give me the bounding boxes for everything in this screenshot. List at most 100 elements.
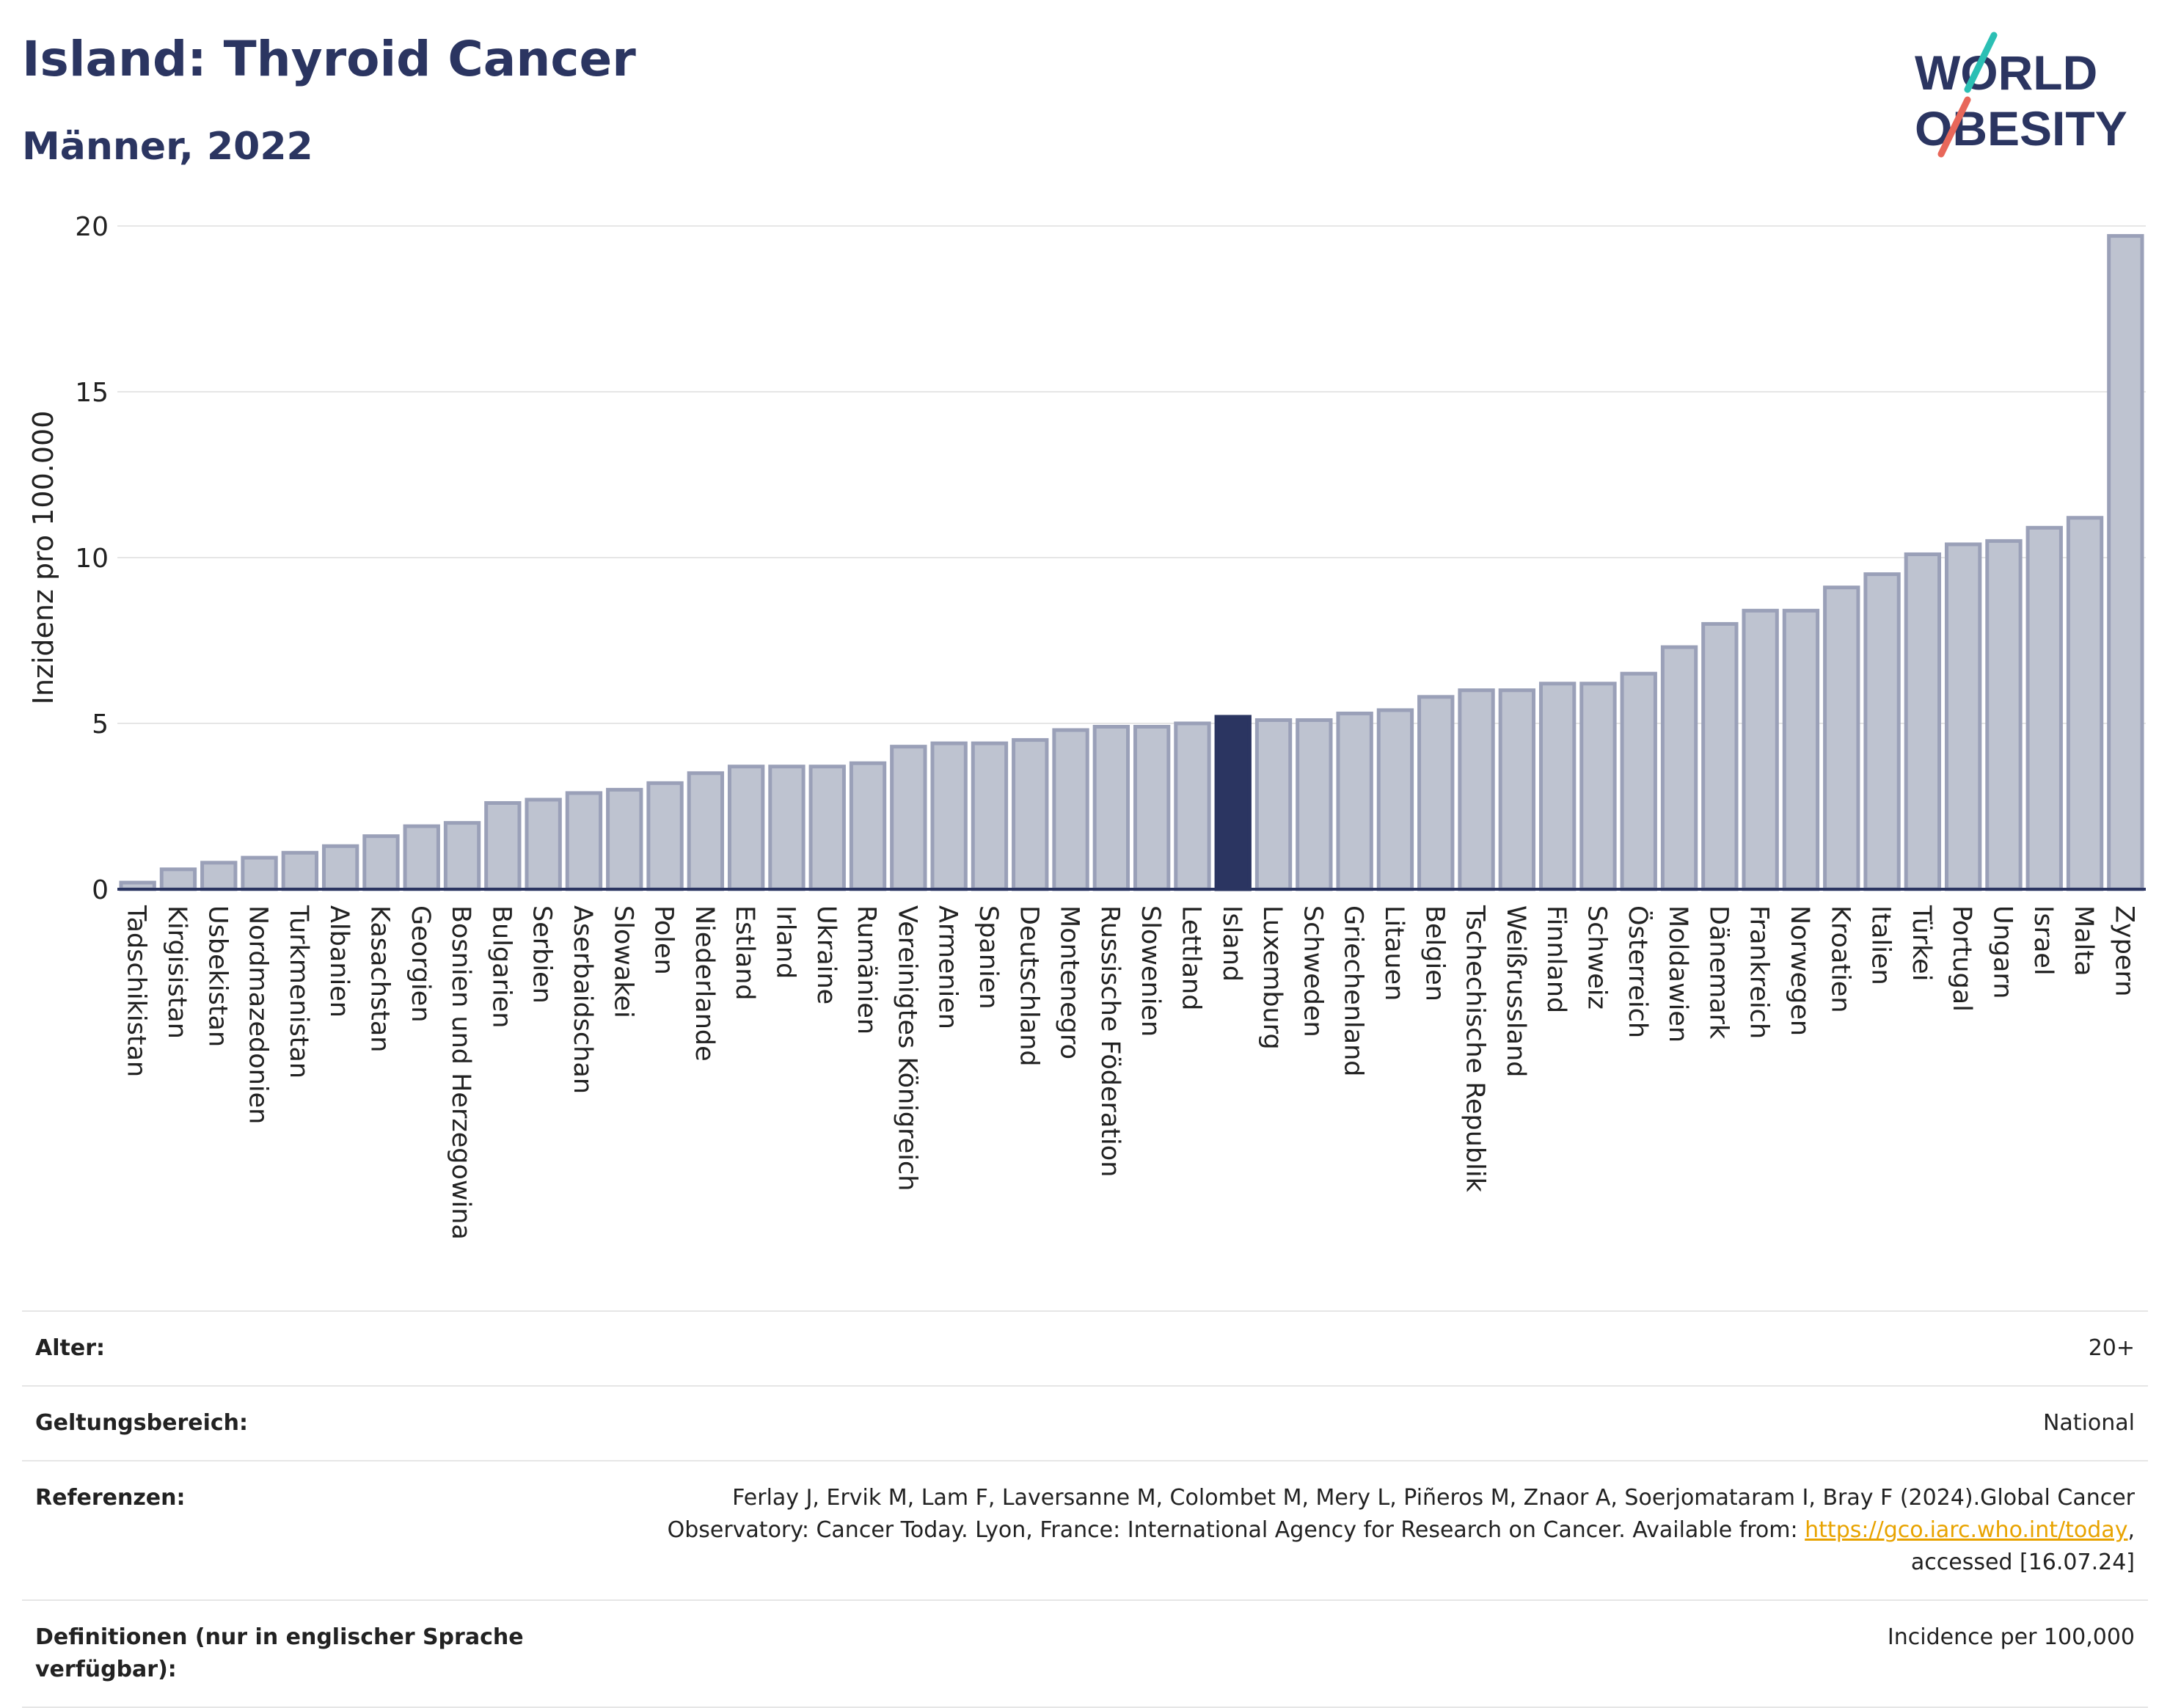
bar — [1579, 682, 1617, 891]
x-tick-label: Deutschland — [1014, 905, 1043, 1067]
x-tick-label: Aserbaidschan — [568, 905, 597, 1094]
bar — [1863, 572, 1901, 891]
meta-row-definitions: Definitionen (nur in englischer Sprache … — [22, 1599, 2148, 1708]
bar — [362, 834, 400, 891]
bar — [930, 741, 968, 891]
bar — [687, 771, 725, 891]
bar — [971, 741, 1009, 891]
x-tick-label: Serbien — [527, 905, 557, 1004]
x-tick-label: Bulgarien — [486, 905, 516, 1028]
bar — [1823, 585, 1860, 891]
bar — [565, 791, 603, 891]
bar — [808, 764, 846, 891]
y-tick-label: 10 — [75, 544, 109, 574]
logo-slash-teal — [1964, 32, 1998, 93]
bar — [768, 764, 805, 891]
x-tick-label: Griechenland — [1339, 905, 1368, 1076]
y-tick-label: 5 — [92, 709, 109, 740]
bar — [241, 855, 278, 891]
x-tick-label: Moldawien — [1663, 905, 1692, 1043]
reference-text-3: , — [2127, 1517, 2135, 1543]
bar — [606, 787, 643, 891]
bar — [1052, 728, 1089, 891]
meta-row-references: Referenzen: Ferlay J, Ervik M, Lam F, La… — [22, 1460, 2148, 1599]
x-tick-label: Tschechische Republik — [1461, 905, 1490, 1193]
x-tick-label: Irland — [770, 905, 800, 979]
x-tick-label: Slowakei — [608, 905, 638, 1018]
logo-slash-coral — [1937, 96, 1971, 158]
page-subtitle: Männer, 2022 — [22, 125, 313, 169]
bar — [1254, 718, 1293, 891]
y-axis-title: Inzidenz pro 100.000 — [27, 411, 59, 705]
y-tick-label: 0 — [92, 875, 109, 905]
bar — [1012, 738, 1049, 891]
y-tick-label: 15 — [75, 378, 109, 408]
bar-chart: 0 5 10 15 20 Inzidenz pro 100.000 Tadschikista… — [27, 212, 2146, 1240]
bar — [727, 764, 765, 891]
bar — [1701, 621, 1739, 891]
x-tick-label: Malta — [2069, 905, 2098, 977]
bar — [1660, 645, 1698, 891]
references-label: Referenzen: — [35, 1485, 186, 1511]
x-tick-label: Kasachstan — [365, 905, 394, 1052]
x-tick-label: Montenegro — [1055, 905, 1084, 1059]
x-tick-label: Island — [1217, 905, 1246, 982]
x-tick-label: Schweiz — [1582, 905, 1611, 1010]
bar — [1296, 718, 1333, 891]
bar — [200, 861, 238, 891]
x-tick-label: Bosnien und Herzegowina — [446, 905, 475, 1240]
bar — [1944, 542, 1982, 891]
bar — [1742, 608, 1779, 891]
bar — [2066, 516, 2104, 891]
bar — [525, 798, 562, 891]
x-tick-label: Frankreich — [1745, 905, 1774, 1039]
bar — [321, 844, 359, 891]
x-tick-label: Turkmenistan — [284, 905, 313, 1079]
x-tick-label: Georgien — [406, 905, 435, 1023]
definitions-label: Definitionen (nur in englischer Sprache … — [35, 1624, 524, 1682]
bar — [1985, 539, 2023, 891]
bar — [1782, 608, 1820, 891]
metadata-table: Alter: 20+ Geltungsbereich: National Ref… — [22, 1310, 2148, 1708]
x-tick-label: Nordmazedonien — [244, 905, 273, 1124]
logo-line-1: WORLD — [1915, 45, 2097, 100]
x-tick-label: Österreich — [1623, 905, 1654, 1038]
bar — [159, 867, 197, 891]
x-tick-label: Kirgisistan — [162, 905, 191, 1039]
scope-label: Geltungsbereich: — [35, 1410, 249, 1436]
reference-text-1: Ferlay J, Ervik M, Lam F, Laversanne M, … — [732, 1485, 2135, 1511]
bar — [2107, 234, 2144, 891]
bar — [646, 781, 684, 891]
reference-link[interactable]: https://gco.iarc.who.int/today — [1805, 1517, 2128, 1543]
x-tick-label: Portugal — [1947, 905, 1976, 1012]
bar — [1376, 708, 1414, 891]
bar — [1458, 688, 1495, 891]
world-obesity-logo: WORLD OBESITY — [1915, 32, 2127, 158]
x-tick-label: Luxemburg — [1257, 905, 1287, 1050]
x-tick-label: Litauen — [1379, 905, 1409, 1001]
reference-text-2: Observatory: Cancer Today. Lyon, France:… — [667, 1517, 1805, 1543]
bar — [1133, 725, 1171, 891]
x-tick-label: Finnland — [1541, 905, 1571, 1013]
references-value: Ferlay J, Ervik M, Lam F, Laversanne M, … — [594, 1482, 2135, 1579]
bar — [484, 800, 522, 891]
bar — [443, 821, 481, 891]
bar — [1092, 725, 1130, 891]
bar — [2025, 525, 2063, 891]
x-tick-label: Italien — [1866, 905, 1896, 985]
x-tick-label: Estland — [730, 905, 759, 1001]
bar — [1336, 711, 1373, 891]
meta-row-scope: Geltungsbereich: National — [22, 1385, 2148, 1460]
x-tick-label: Armenien — [933, 905, 962, 1029]
x-tick-label: Israel — [2028, 905, 2058, 976]
bar — [1538, 682, 1577, 891]
x-tick-label: Albanien — [324, 905, 354, 1018]
bar — [1498, 688, 1536, 891]
bar — [1214, 715, 1252, 891]
x-tick-label: Lettland — [1176, 905, 1205, 1010]
y-tick-label: 20 — [75, 212, 109, 242]
x-tick-label: Russische Föderation — [1095, 905, 1125, 1177]
bar — [849, 761, 887, 891]
x-tick-label: Polen — [649, 905, 679, 975]
page-title: Island: Thyroid Cancer — [22, 31, 636, 87]
